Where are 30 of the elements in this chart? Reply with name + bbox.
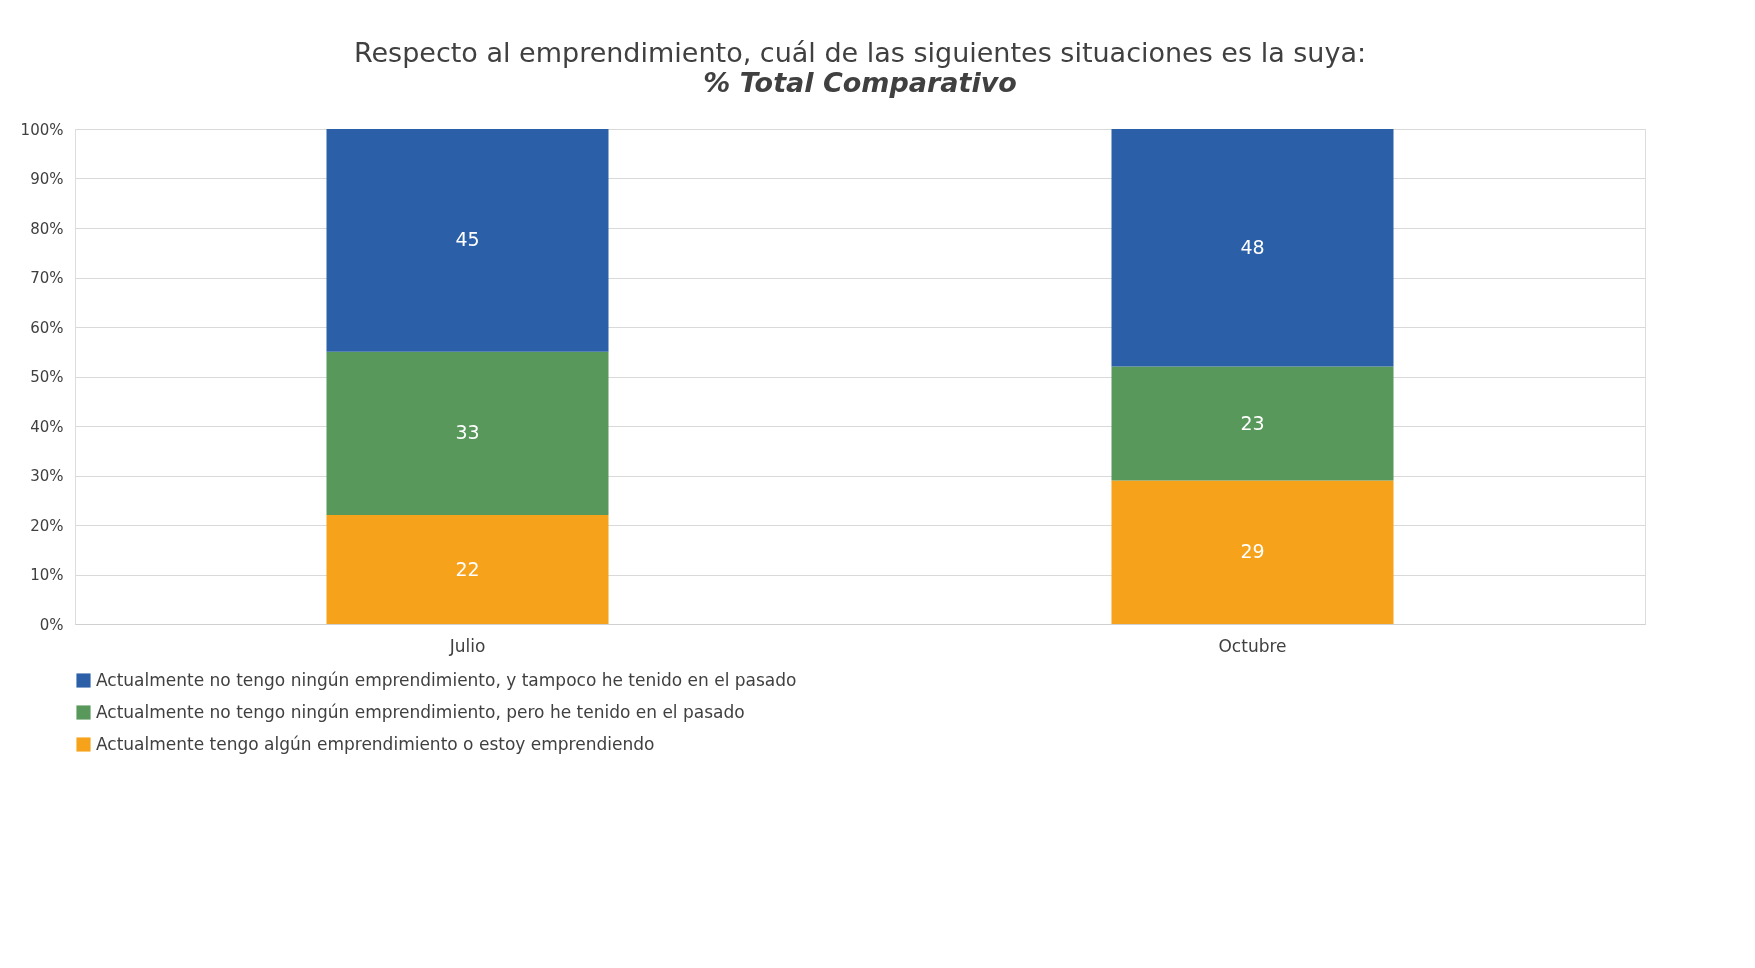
legend-label: Actualmente no tengo ningún emprendimiento, pero he tenido en el pasado <box>96 701 745 722</box>
legend-label: Actualmente tengo algún emprendimiento o estoy emprendiendo <box>96 733 655 754</box>
data-label: 45 <box>455 228 480 251</box>
y-tick-label: 20% <box>30 516 64 535</box>
data-label: 23 <box>1240 411 1265 434</box>
legend-label: Actualmente no tengo ningún emprendimiento, y tampoco he tenido en el pasado <box>96 669 797 690</box>
data-label: 33 <box>455 421 480 444</box>
data-label: 29 <box>1240 540 1265 563</box>
y-tick-label: 40% <box>30 417 64 436</box>
x-tick-label: Julio <box>448 635 486 656</box>
data-label: 22 <box>455 557 480 580</box>
data-label: 48 <box>1240 235 1265 258</box>
x-tick-label: Octubre <box>1218 635 1287 656</box>
y-tick-label: 80% <box>30 219 64 238</box>
chart-title: Respecto al emprendimiento, cuál de las siguientes situaciones es la suya: <box>353 37 1367 68</box>
bar <box>326 129 609 352</box>
y-tick-label: 70% <box>30 269 64 287</box>
bar <box>326 351 609 516</box>
y-tick-label: 60% <box>30 318 64 337</box>
y-tick-label: 10% <box>30 566 64 584</box>
bar <box>1111 129 1394 367</box>
bar <box>326 515 609 624</box>
y-tick-label: 100% <box>20 120 64 139</box>
y-tick-label: 0% <box>39 615 64 634</box>
bar <box>1111 366 1394 481</box>
y-tick-label: 50% <box>30 368 64 386</box>
chart-subtitle: % Total Comparativo <box>703 67 1017 98</box>
bar <box>1111 480 1394 624</box>
y-tick-label: 30% <box>30 467 64 485</box>
y-tick-label: 90% <box>30 170 64 188</box>
